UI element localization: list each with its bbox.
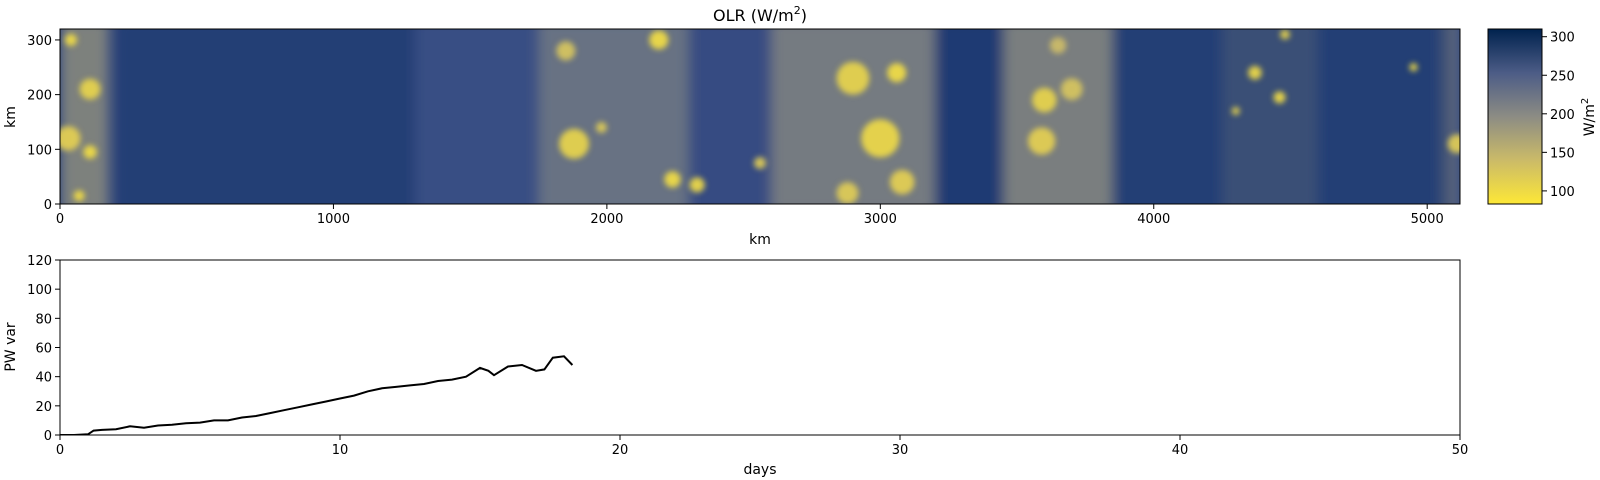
olr-convective-cell bbox=[64, 33, 77, 46]
olr-convective-cell bbox=[664, 171, 681, 188]
olr-x-tick-label: 4000 bbox=[1137, 212, 1170, 227]
olr-y-tick-label: 200 bbox=[27, 89, 52, 104]
olr-x-tick-label: 5000 bbox=[1411, 212, 1444, 227]
colorbar-fill bbox=[1487, 28, 1543, 205]
olr-heatmap bbox=[60, 29, 1460, 204]
olr-convective-cell bbox=[556, 41, 576, 61]
olr-y-tick-label: 100 bbox=[27, 143, 52, 158]
pw-y-ticks: 0 20 40 60 80 100 120 bbox=[27, 254, 60, 444]
pw-var-series-line bbox=[60, 355, 574, 435]
pw-y-tick-label: 120 bbox=[27, 254, 52, 269]
olr-cloud-band bbox=[60, 29, 110, 204]
olr-convective-cell bbox=[1280, 29, 1290, 40]
pw-panel: 0 10 20 30 40 50 0 20 40 60 80 100 120 days PW var bbox=[3, 254, 1468, 478]
olr-x-tick-label: 3000 bbox=[864, 212, 897, 227]
olr-convective-cell bbox=[1231, 106, 1240, 116]
olr-clear-band bbox=[688, 29, 771, 204]
olr-clear-band bbox=[935, 29, 1004, 204]
olr-x-tick-label: 2000 bbox=[590, 212, 623, 227]
pw-xlabel: days bbox=[743, 462, 776, 478]
pw-y-tick-label: 0 bbox=[44, 429, 52, 444]
olr-convective-cell bbox=[1273, 91, 1286, 104]
olr-title: OLR (W/m2) bbox=[713, 4, 807, 25]
pw-y-tick-label: 20 bbox=[35, 400, 52, 415]
colorbar-tick-label: 200 bbox=[1550, 108, 1575, 123]
pw-y-tick-label: 100 bbox=[27, 283, 52, 298]
olr-x-ticks: 0 1000 2000 3000 4000 5000 bbox=[56, 204, 1444, 227]
olr-clear-band bbox=[1112, 29, 1455, 204]
olr-convective-cell bbox=[1409, 63, 1418, 72]
colorbar-ticks: 100 150 200 250 300 bbox=[1542, 31, 1575, 200]
olr-axes-frame bbox=[59, 28, 1461, 205]
olr-convective-cell bbox=[1049, 37, 1067, 54]
colorbar-tick-label: 100 bbox=[1550, 185, 1575, 200]
olr-colorbar: 100 150 200 250 300 W/m2 bbox=[1487, 28, 1598, 205]
olr-convective-cell bbox=[1447, 134, 1460, 154]
olr-convective-cell bbox=[60, 126, 81, 151]
olr-ylabel: km bbox=[3, 106, 19, 128]
olr-convective-cell bbox=[73, 190, 85, 202]
pw-y-tick-label: 40 bbox=[35, 371, 52, 386]
olr-convective-cell bbox=[1248, 65, 1262, 80]
colorbar-tick-label: 300 bbox=[1550, 31, 1575, 46]
olr-convective-cell bbox=[559, 128, 590, 159]
pw-y-tick-label: 60 bbox=[35, 342, 52, 357]
olr-convective-cells bbox=[60, 29, 1460, 204]
pw-axes-frame bbox=[59, 259, 1461, 436]
olr-convective-cell bbox=[689, 177, 705, 193]
olr-convective-cell bbox=[83, 145, 97, 159]
pw-y-tick-label: 80 bbox=[35, 312, 52, 327]
olr-convective-cell bbox=[79, 78, 101, 100]
olr-convective-cell bbox=[595, 121, 607, 133]
olr-convective-cell bbox=[1032, 87, 1057, 113]
olr-y-tick-label: 300 bbox=[27, 34, 52, 49]
colorbar-tick-label: 250 bbox=[1550, 69, 1575, 84]
olr-xlabel: km bbox=[749, 232, 771, 248]
olr-clear-band bbox=[114, 29, 416, 204]
olr-convective-cell bbox=[836, 182, 859, 204]
pw-x-tick-label: 0 bbox=[56, 443, 64, 458]
olr-y-tick-label: 0 bbox=[44, 198, 52, 213]
olr-clear-band bbox=[415, 29, 539, 204]
olr-convective-cell bbox=[836, 61, 870, 95]
olr-panel: OLR (W/m2) 0 1000 2000 3000 4000 5000 0 100 200… bbox=[3, 4, 1598, 248]
olr-convective-cell bbox=[753, 156, 767, 169]
pw-x-tick-label: 10 bbox=[332, 443, 349, 458]
olr-x-tick-label: 1000 bbox=[317, 212, 350, 227]
olr-convective-cell bbox=[649, 30, 669, 50]
olr-convective-cell bbox=[861, 119, 900, 158]
pw-x-tick-label: 30 bbox=[892, 443, 909, 458]
colorbar-tick-label: 150 bbox=[1550, 146, 1575, 161]
olr-cloud-band bbox=[1003, 29, 1113, 204]
pw-x-ticks: 0 10 20 30 40 50 bbox=[56, 435, 1468, 458]
olr-convective-cell bbox=[887, 63, 907, 83]
pw-ylabel: PW var bbox=[3, 322, 19, 372]
olr-cloud-bands bbox=[60, 29, 1460, 204]
pw-x-tick-label: 40 bbox=[1172, 443, 1189, 458]
olr-convective-cell bbox=[889, 169, 915, 195]
olr-convective-cell bbox=[1060, 78, 1083, 101]
colorbar-label: W/m2 bbox=[1580, 98, 1598, 137]
olr-y-ticks: 0 100 200 300 bbox=[27, 34, 60, 213]
pw-x-tick-label: 50 bbox=[1452, 443, 1469, 458]
pw-x-tick-label: 20 bbox=[612, 443, 629, 458]
olr-convective-cell bbox=[1027, 127, 1056, 155]
olr-x-tick-label: 0 bbox=[56, 212, 64, 227]
